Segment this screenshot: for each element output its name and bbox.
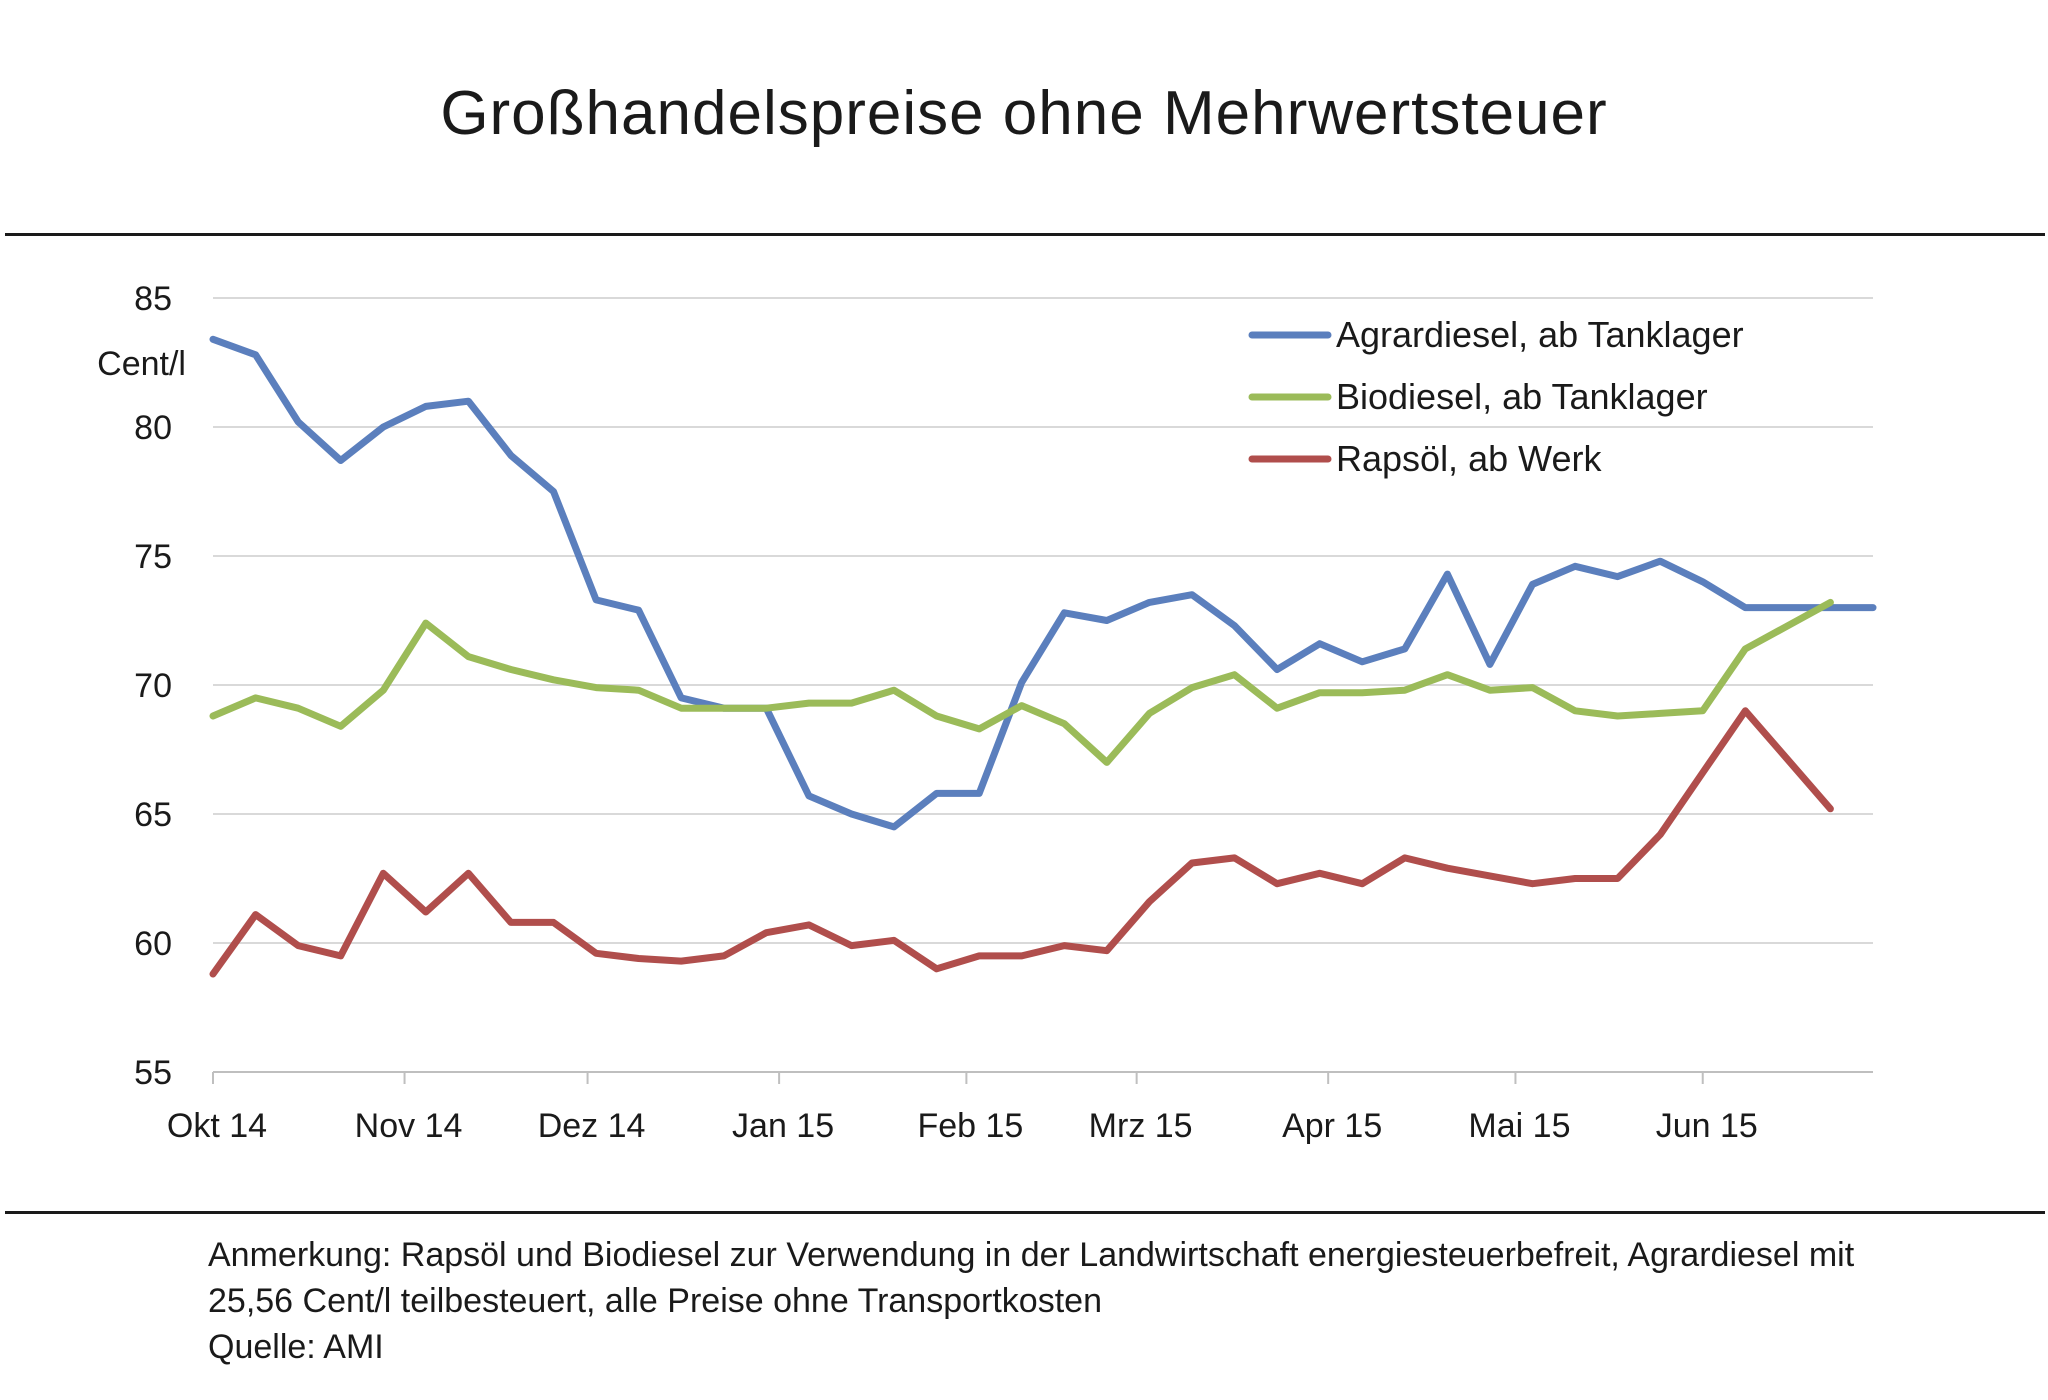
x-tick-label: Feb 15 <box>917 1107 1023 1145</box>
y-tick-label: 75 <box>134 538 172 576</box>
y-tick-label: 80 <box>134 409 172 447</box>
series-line-1 <box>209 335 1877 831</box>
y-tick-label: 85 <box>134 280 172 318</box>
bottom-divider <box>5 1211 2045 1214</box>
legend-label-2: Biodiesel, ab Tanklager <box>1336 376 1708 417</box>
source-note: Quelle: AMI <box>208 1328 384 1366</box>
y-tick-label: 55 <box>134 1054 172 1092</box>
x-tick-label: Okt 14 <box>167 1107 267 1145</box>
footnote-line-1: Anmerkung: Rapsöl und Biodiesel zur Verw… <box>208 1236 1855 1274</box>
series-line-2 <box>209 598 1834 766</box>
top-divider <box>5 233 2045 236</box>
footnote: Anmerkung: Rapsöl und Biodiesel zur Verw… <box>208 1232 2008 1370</box>
y-tick-label: 65 <box>134 796 172 834</box>
x-tick-label: Apr 15 <box>1282 1107 1382 1145</box>
x-tick-label: Mai 15 <box>1468 1107 1570 1145</box>
series-line-3 <box>209 707 1834 978</box>
y-axis-label: Cent/l <box>97 345 186 383</box>
y-tick-label: 60 <box>134 925 172 963</box>
x-tick-label: Jun 15 <box>1656 1107 1758 1145</box>
chart-title: Großhandelspreise ohne Mehrwertsteuer <box>440 79 1608 148</box>
x-tick-label: Mrz 15 <box>1089 1107 1193 1145</box>
y-tick-label: 70 <box>134 667 172 705</box>
x-tick-label: Nov 14 <box>355 1107 463 1145</box>
legend-label-1: Agrardiesel, ab Tanklager <box>1336 314 1744 355</box>
x-tick-label: Jan 15 <box>732 1107 834 1145</box>
footnote-line-2: 25,56 Cent/l teilbesteuert, alle Preise … <box>208 1282 1102 1320</box>
legend-label-3: Rapsöl, ab Werk <box>1336 438 1602 479</box>
x-tick-label: Dez 14 <box>538 1107 646 1145</box>
